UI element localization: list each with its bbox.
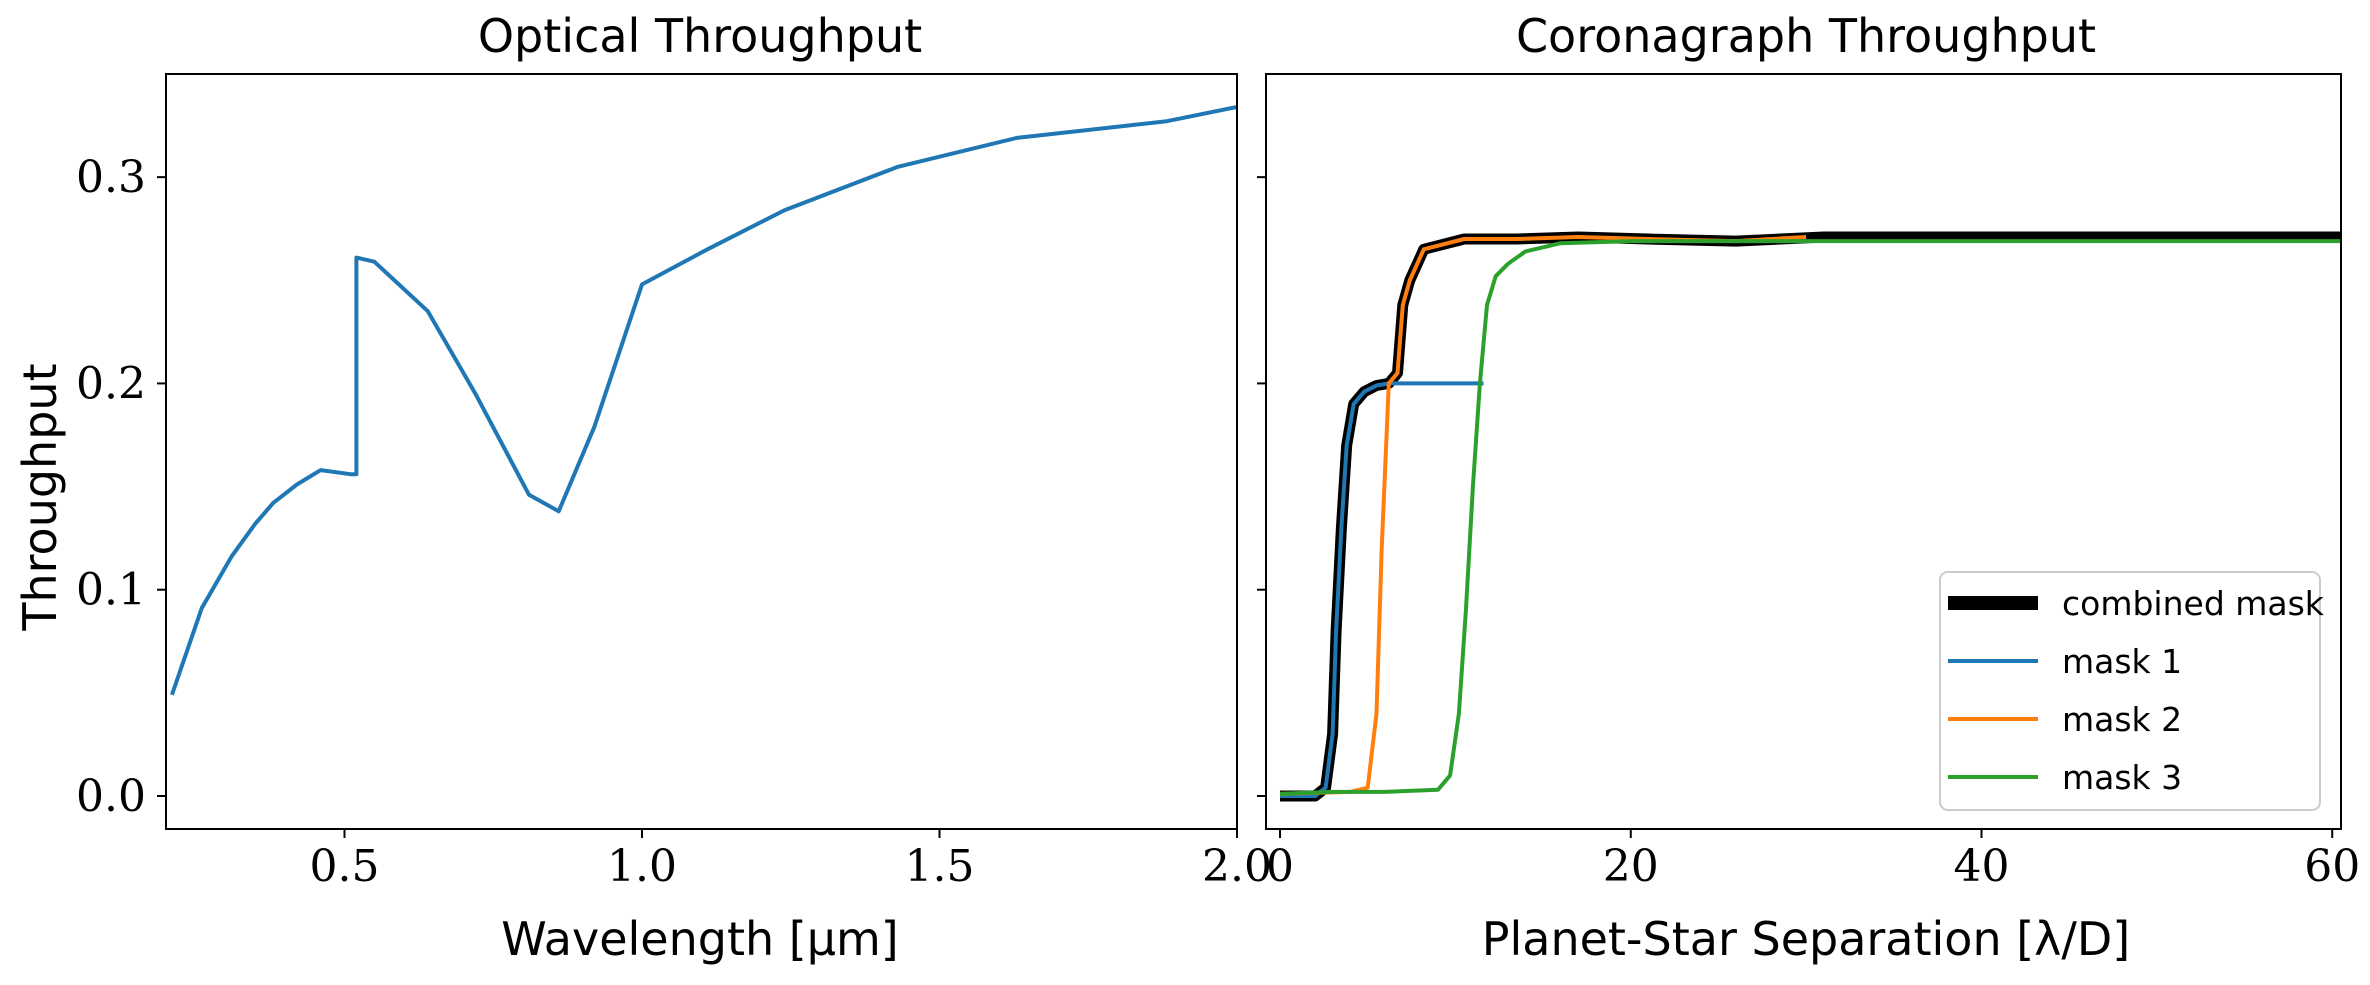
- right-plot-frame: [1265, 73, 2342, 830]
- left-x-tick-label: 2.0: [1202, 841, 1272, 892]
- legend-label-mask-1: mask 1: [2062, 642, 2182, 681]
- legend-box: [1939, 571, 2321, 811]
- series-line-mask-1: [1280, 381, 1484, 798]
- legend-label-mask-3: mask 3: [2062, 758, 2182, 797]
- left-plot-lines: [170, 105, 1237, 696]
- right-plot-lines: [1279, 231, 2341, 802]
- left-axis-ticks: 0.5 1.0 1.5 2.0 0.0 0.1 0.2 0.3: [76, 152, 1272, 892]
- series-line-mask-2: [1279, 235, 1807, 796]
- left-y-tick-label: 0.0: [76, 771, 146, 822]
- right-x-tick-label: 40: [1953, 841, 2009, 892]
- left-plot-frame: [165, 73, 1238, 830]
- y-axis-label: Throughput: [13, 363, 67, 631]
- right-axis-ticks: 0 20 40 60: [1257, 176, 2360, 892]
- coronagraph-throughput-panel: Coronagraph Throughput Planet-Star Separ…: [1257, 9, 2360, 966]
- left-y-tick-label: 0.3: [76, 152, 146, 203]
- right-x-tick-label: 0: [1266, 841, 1294, 892]
- left-x-tick-label: 0.5: [310, 841, 380, 892]
- left-x-tick-label: 1.0: [607, 841, 677, 892]
- right-x-tick-label: 20: [1603, 841, 1659, 892]
- legend: combined mask mask 1 mask 2 mask 3: [1939, 571, 2325, 811]
- right-chart-title: Coronagraph Throughput: [1516, 9, 2096, 63]
- legend-label-mask-2: mask 2: [2062, 700, 2182, 739]
- left-chart-title: Optical Throughput: [478, 9, 922, 63]
- left-y-tick-label: 0.2: [76, 358, 146, 409]
- legend-label-combined-mask: combined mask: [2062, 584, 2325, 623]
- optical-throughput-panel: Optical Throughput Wavelength [μm] Throu…: [13, 9, 1272, 966]
- left-x-axis-label: Wavelength [μm]: [501, 912, 898, 966]
- left-y-tick-label: 0.1: [76, 565, 146, 616]
- right-x-tick-label: 60: [2304, 841, 2360, 892]
- right-x-axis-label: Planet-Star Separation [λ/D]: [1482, 912, 2131, 966]
- left-x-tick-label: 1.5: [905, 841, 975, 892]
- series-line-optical: [170, 105, 1237, 696]
- series-line-mask-3: [1279, 239, 2341, 796]
